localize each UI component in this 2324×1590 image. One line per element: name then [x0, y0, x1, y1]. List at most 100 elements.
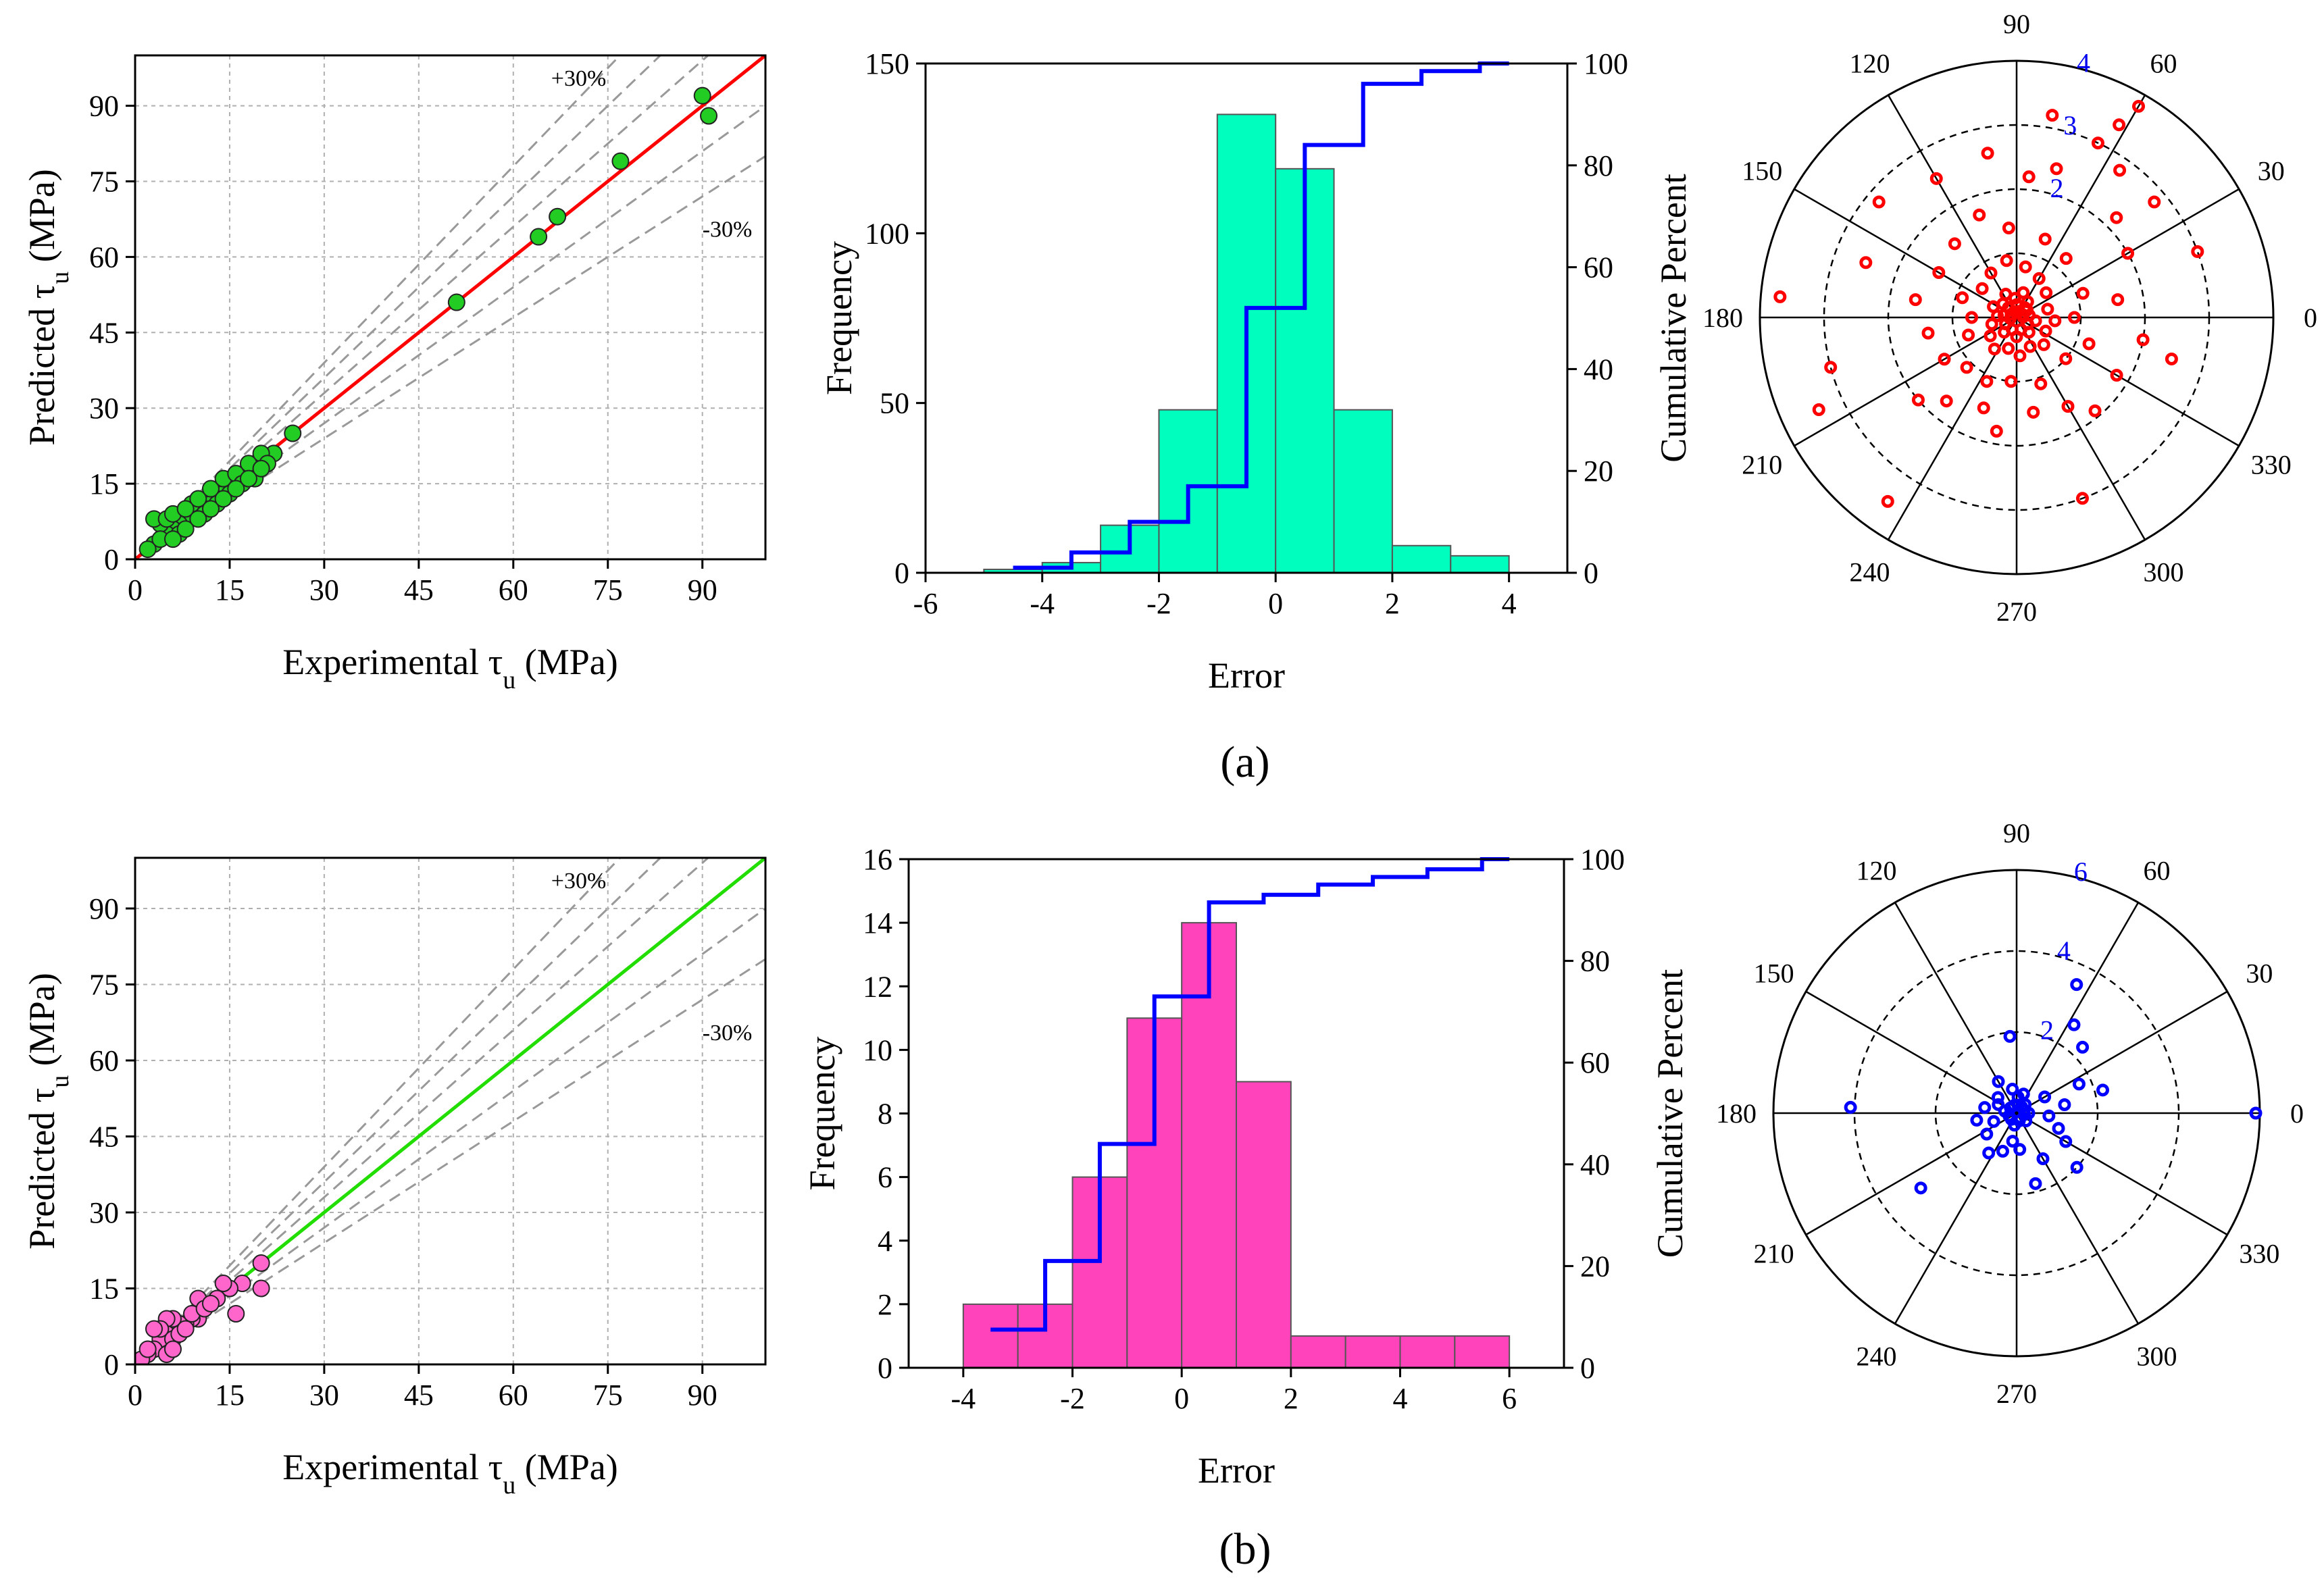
y-tick-label: 8 — [878, 1098, 892, 1131]
y2-tick-label: 80 — [1580, 945, 1610, 978]
polar-point — [1960, 361, 1973, 374]
angle-spoke — [1805, 990, 2017, 1114]
polar-point — [2004, 375, 2018, 388]
angle-spoke — [1894, 1112, 2018, 1325]
polar-point — [2040, 286, 2053, 299]
reference-line-0.9 — [135, 105, 765, 559]
y2-tick-label: 60 — [1584, 251, 1613, 284]
y-tick-label: 90 — [89, 892, 119, 925]
y-tick-label: 75 — [89, 969, 119, 1002]
data-point — [252, 1279, 270, 1298]
y-tick-label: 15 — [89, 1273, 119, 1306]
polar-point — [2039, 324, 2052, 338]
data-point — [201, 1295, 220, 1312]
polar-point — [2113, 163, 2127, 177]
polar-point — [2059, 352, 2073, 365]
x-tick-label: 6 — [1502, 1382, 1517, 1415]
polar-point — [1965, 311, 1978, 324]
y-tick-label: 30 — [89, 392, 119, 425]
polar-point — [1911, 393, 1925, 407]
x-tick-label: 2 — [1385, 587, 1400, 620]
x-tick-label: 0 — [1268, 587, 1283, 620]
polar-point — [1881, 494, 1894, 508]
polar-point — [2061, 400, 2075, 413]
scatter-plot-b: +30% -30% 0 15 30 45 60 75 90 0 15 30 45 60 75 90 Experi… — [22, 856, 767, 1499]
x-axis-title: Error — [1198, 1450, 1275, 1491]
outer-ring — [1759, 59, 2275, 575]
polar-point — [1914, 1181, 1927, 1195]
reference-line-0.9 — [135, 907, 765, 1364]
angle-spoke — [2016, 188, 2240, 319]
radial-tick-label: 2 — [2050, 173, 2064, 203]
angle-label: 300 — [2144, 557, 2184, 588]
polar-point — [1992, 1098, 2005, 1111]
y-axis-title: Predicted τu (MPa) — [22, 169, 74, 446]
polar-point — [1980, 1127, 1994, 1141]
polar-point — [2042, 1109, 2056, 1123]
y-tick-label: 50 — [880, 387, 909, 420]
x-axis-title: Experimental τu (MPa) — [282, 1447, 617, 1499]
y-tick-label: 12 — [863, 970, 892, 1003]
histogram-bar — [1333, 409, 1393, 573]
polar-point — [1962, 328, 1975, 342]
polar-point — [1978, 1101, 1992, 1114]
polar-point — [2016, 310, 2029, 324]
data-point — [693, 86, 711, 105]
polar-point — [1921, 326, 1935, 340]
polar-point — [1991, 1091, 2004, 1104]
polar-point — [1984, 329, 1997, 342]
polar-point — [2068, 311, 2081, 324]
x-tick-label: -6 — [913, 587, 938, 620]
angle-label: 0 — [2290, 1098, 2304, 1129]
polar-point — [2006, 1135, 2019, 1148]
angle-spoke — [2015, 95, 2146, 318]
x-tick-label: 0 — [1174, 1382, 1189, 1415]
angle-label: 180 — [1716, 1098, 1757, 1129]
y2-axis-title: Cumulative Percent — [1650, 969, 1690, 1258]
polar-point — [1988, 342, 2001, 356]
y-tick-label: 6 — [878, 1161, 892, 1194]
angle-label: 210 — [1742, 450, 1782, 480]
y-axis-title: Predicted τu (MPa) — [22, 973, 74, 1250]
data-point — [227, 480, 245, 498]
y2-tick-label: 100 — [1580, 843, 1625, 876]
data-point — [163, 1340, 182, 1358]
data-point — [176, 1320, 195, 1338]
polar-point — [2148, 195, 2161, 209]
x-tick-label: 75 — [593, 1379, 623, 1412]
polar-point — [2082, 337, 2096, 351]
polar-point — [1975, 282, 1989, 295]
y-tick-label: 0 — [104, 543, 119, 576]
polar-point — [2027, 405, 2040, 419]
angle-label: 330 — [2251, 450, 2292, 480]
y-tick-label: 0 — [894, 557, 909, 590]
data-point — [227, 1305, 245, 1323]
x-tick-label: -4 — [951, 1382, 976, 1415]
polar-point — [1956, 291, 1969, 305]
x-tick-label: 4 — [1502, 587, 1517, 620]
y-axis-title: Frequency — [819, 241, 859, 395]
plot-frame — [134, 54, 767, 561]
annotation-minus30: -30% — [703, 1021, 753, 1046]
reference-lines — [135, 55, 765, 559]
histogram-bar — [1236, 1081, 1292, 1368]
polar-point — [1984, 266, 1998, 280]
polar-point — [1985, 317, 1998, 331]
angle-spoke — [1887, 95, 2018, 318]
polar-point — [1990, 424, 2003, 438]
x-tick-label: -2 — [1146, 587, 1171, 620]
polar-point — [2059, 252, 2073, 265]
y-tick-label: 100 — [865, 217, 909, 250]
plot-frame — [924, 62, 1569, 574]
histogram-bar — [962, 1303, 1019, 1368]
polar-point — [2132, 99, 2145, 113]
histogram-bar — [1344, 1335, 1401, 1368]
x-tick-label: 45 — [404, 1379, 434, 1412]
polar-point — [1970, 1113, 1984, 1127]
polar-point — [2075, 492, 2089, 505]
angle-label: 180 — [1702, 303, 1743, 333]
data-point — [214, 490, 232, 508]
y2-tick-label: 80 — [1584, 149, 1613, 182]
polar-point — [1940, 394, 1953, 408]
y-tick-label: 14 — [863, 906, 892, 940]
